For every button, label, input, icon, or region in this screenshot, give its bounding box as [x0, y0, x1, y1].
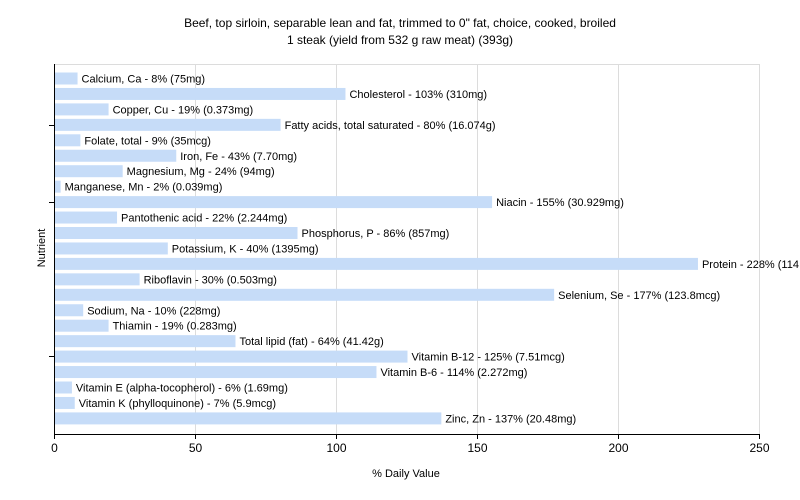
bar — [55, 288, 555, 301]
bar-data-label: Manganese, Mn - 2% (0.039mg) — [65, 182, 223, 194]
x-axis-label: % Daily Value — [372, 468, 440, 480]
bar-data-label: Folate, total - 9% (35mcg) — [84, 135, 211, 147]
bar — [55, 211, 118, 224]
x-tick-label: 100 — [326, 441, 346, 455]
x-tick-label: 150 — [467, 441, 487, 455]
y-axis-label: Nutrient — [36, 229, 48, 268]
x-tick-label: 50 — [189, 441, 203, 455]
bar — [55, 196, 493, 209]
bar-data-label: Niacin - 155% (30.929mg) — [496, 197, 624, 209]
bar-data-label: Vitamin B-6 - 114% (2.272mg) — [380, 367, 527, 379]
bar-data-label: Potassium, K - 40% (1395mg) — [172, 243, 319, 255]
bar — [55, 72, 78, 85]
bar — [55, 165, 123, 178]
bar-data-label: Selenium, Se - 177% (123.8mcg) — [558, 290, 720, 302]
bar — [55, 335, 236, 348]
bar-data-label: Fatty acids, total saturated - 80% (16.0… — [285, 120, 496, 132]
x-tick-label: 0 — [51, 441, 58, 455]
bar-data-label: Magnesium, Mg - 24% (94mg) — [127, 166, 275, 178]
bar — [55, 134, 81, 147]
bar — [55, 118, 281, 131]
bar-data-label: Vitamin B-12 - 125% (7.51mcg) — [412, 352, 565, 364]
bar-data-label: Protein - 228% (114.05g) — [702, 259, 800, 271]
x-tick-label: 200 — [608, 441, 628, 455]
bar-data-label: Vitamin E (alpha-tocopherol) - 6% (1.69m… — [76, 383, 288, 395]
bar-data-label: Pantothenic acid - 22% (2.244mg) — [121, 213, 287, 225]
gridlines — [54, 64, 760, 434]
bar — [55, 227, 298, 239]
x-tick-label: 250 — [749, 441, 769, 455]
bar — [55, 180, 61, 193]
bar — [55, 103, 109, 116]
chart-title: Beef, top sirloin, separable lean and fa… — [184, 16, 616, 30]
axes-group: 0 50 100 150 200 250 — [49, 64, 770, 455]
bar-data-label: Iron, Fe - 43% (7.70mg) — [180, 151, 297, 163]
bar-data-label: Sodium, Na - 10% (228mg) — [87, 305, 220, 317]
bar — [55, 350, 408, 363]
bar-data-label: Vitamin K (phylloquinone) - 7% (5.9mcg) — [79, 398, 276, 410]
chart-subtitle: 1 steak (yield from 532 g raw meat) (393… — [287, 33, 513, 47]
bar-data-label: Riboflavin - 30% (0.503mg) — [144, 274, 277, 286]
bar-data-label: Copper, Cu - 19% (0.373mg) — [113, 104, 254, 116]
bar — [55, 381, 72, 394]
bar — [55, 304, 84, 317]
bar-data-label: Thiamin - 19% (0.283mg) — [113, 321, 237, 333]
bar-data-label: Phosphorus, P - 86% (857mg) — [302, 228, 450, 240]
bar — [55, 242, 168, 255]
bar — [55, 319, 109, 332]
bar — [55, 87, 346, 100]
bar-data-label: Total lipid (fat) - 64% (41.42g) — [239, 336, 383, 348]
bars-group: Calcium, Ca - 8% (75mg) Cholesterol - 103… — [55, 72, 800, 425]
bar — [55, 149, 177, 162]
bar — [55, 412, 442, 425]
bar — [55, 366, 377, 379]
bar — [55, 396, 75, 409]
bar — [55, 273, 140, 286]
bar-data-label: Zinc, Zn - 137% (20.48mg) — [445, 413, 576, 425]
bar-data-label: Cholesterol - 103% (310mg) — [349, 89, 487, 101]
bar-data-label: Calcium, Ca - 8% (75mg) — [82, 74, 205, 86]
bar — [55, 257, 698, 270]
